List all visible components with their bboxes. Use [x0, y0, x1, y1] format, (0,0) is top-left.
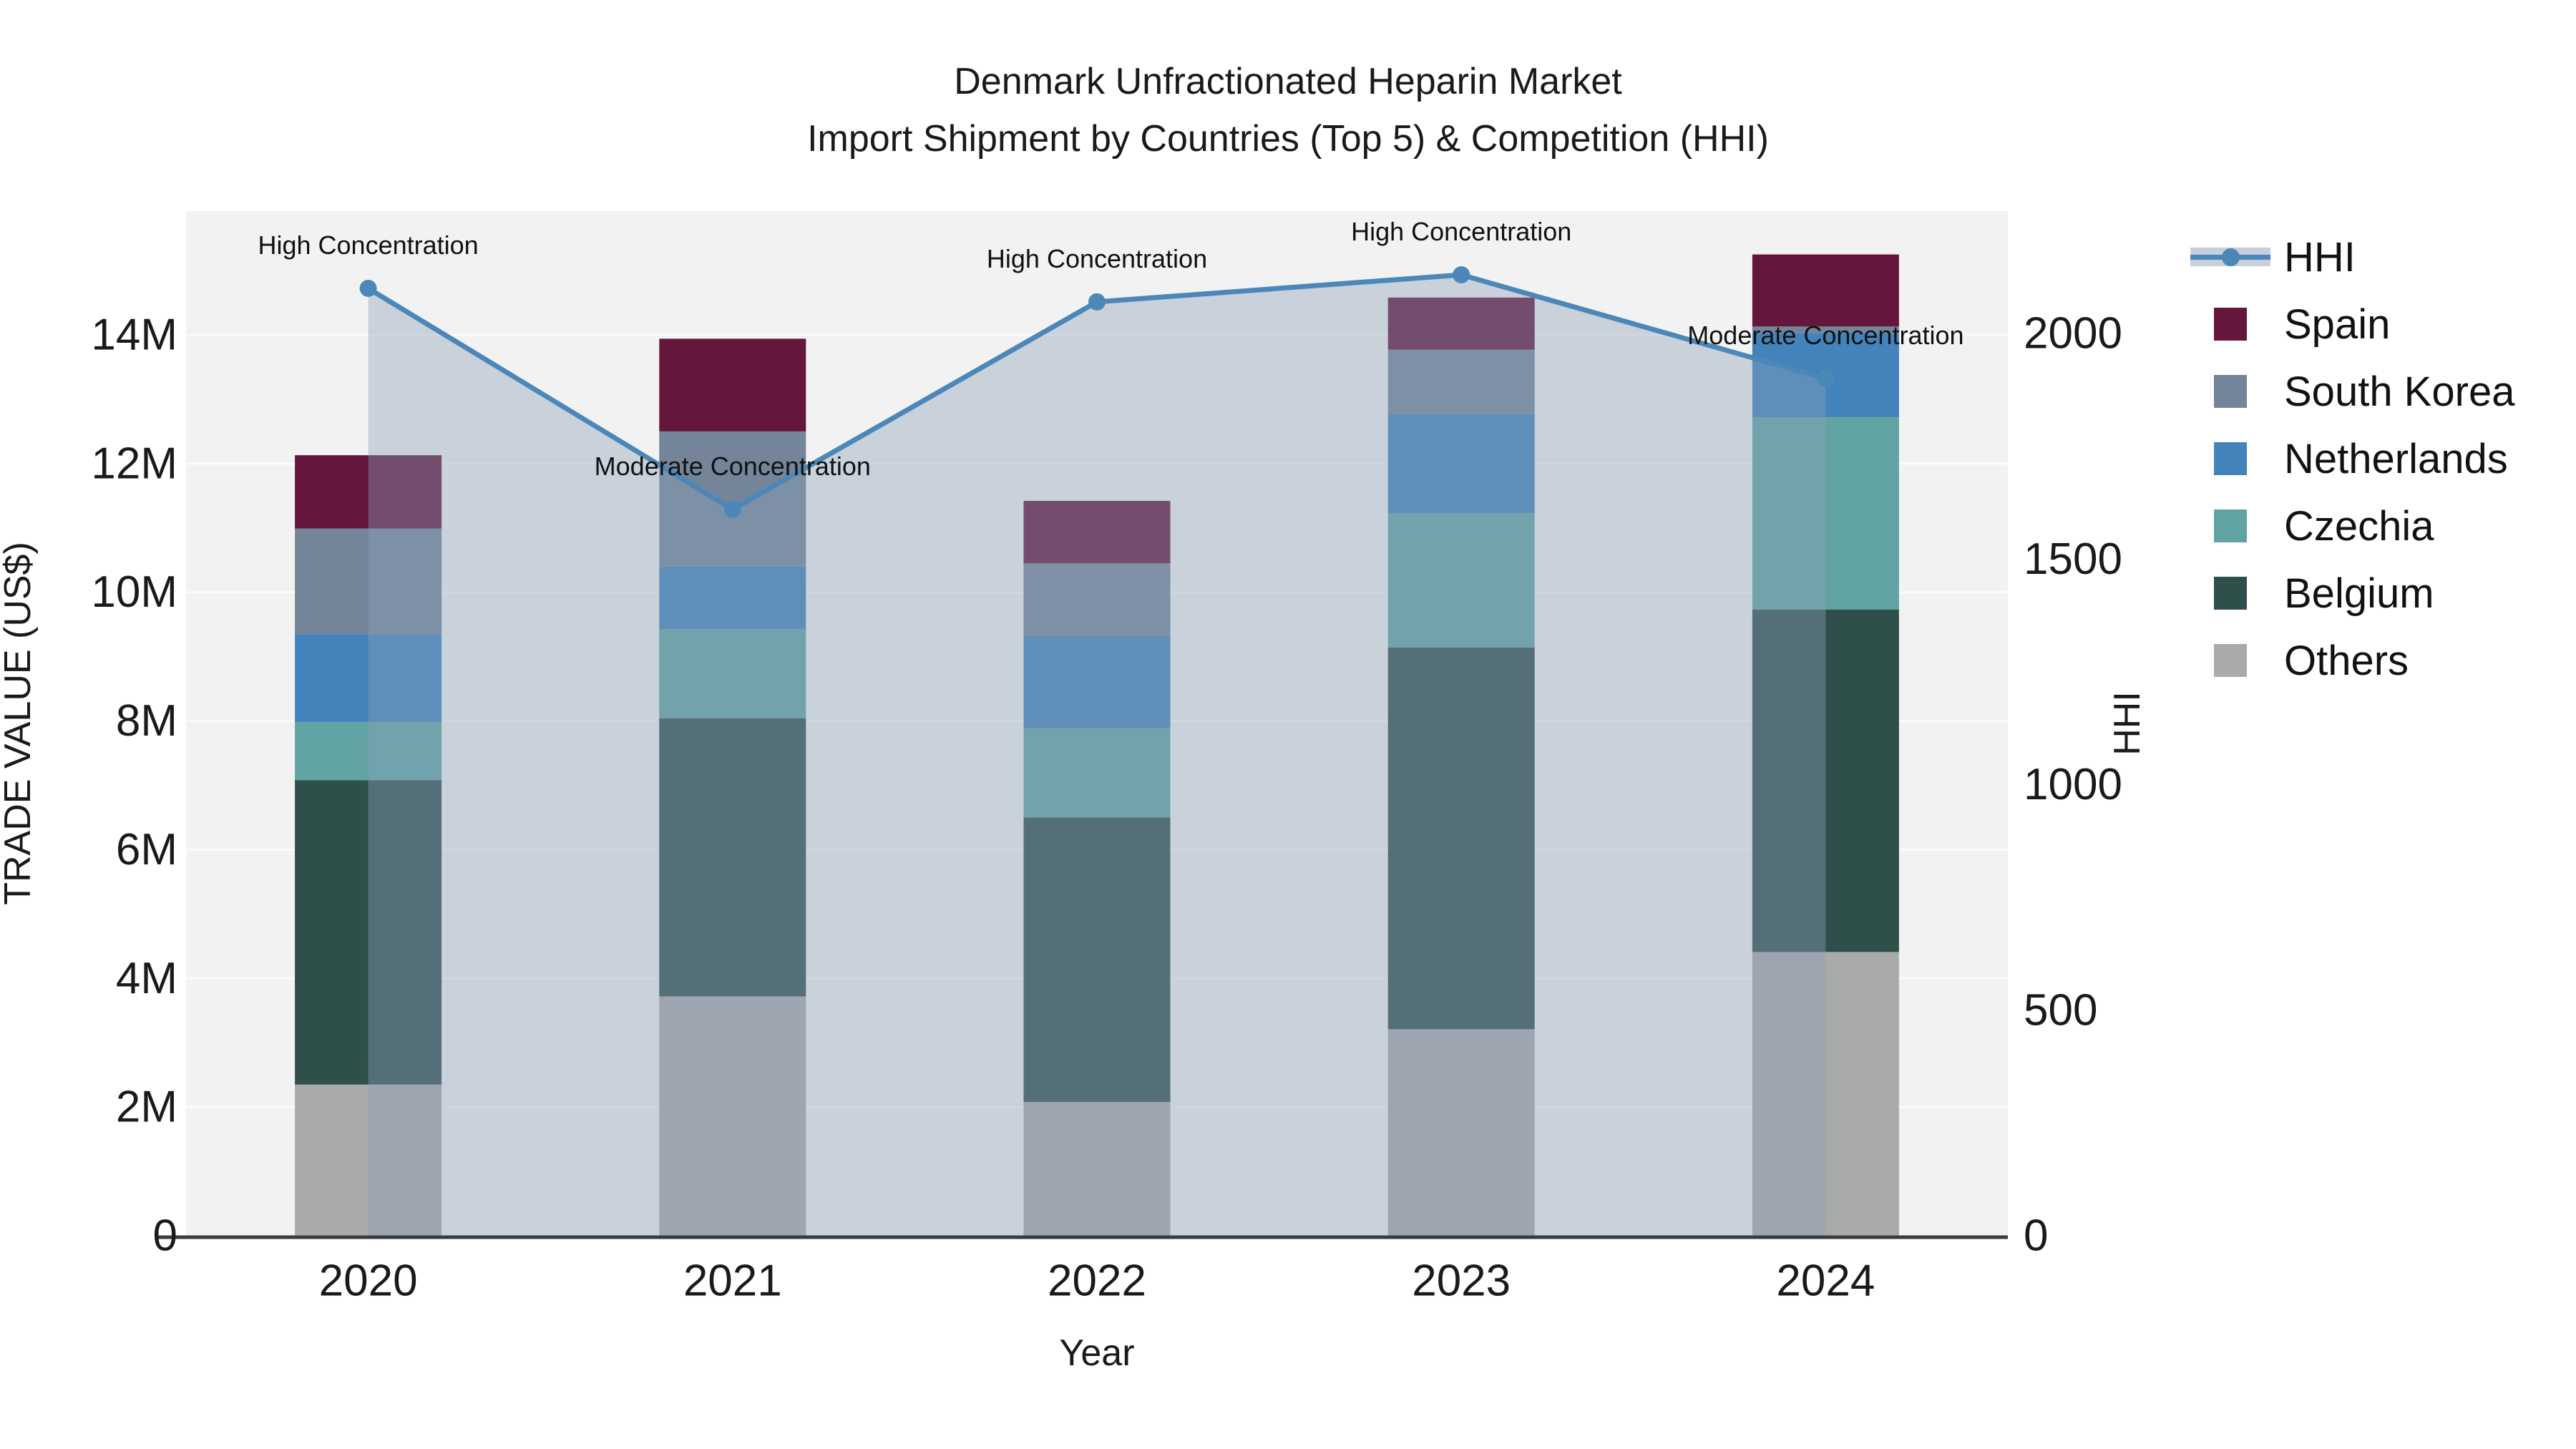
bar-segment-czechia-2021: [659, 628, 806, 718]
bar-segment-czechia-2023: [1387, 513, 1535, 648]
hhi-marker-2024: [1817, 370, 1835, 388]
legend-label: Czechia: [2284, 502, 2434, 550]
legend-item-others[interactable]: Others: [2188, 627, 2514, 694]
legend-label: HHI: [2284, 233, 2356, 280]
legend-swatch-icon: [2188, 375, 2273, 408]
y-left-tick-12M: 12M: [91, 439, 177, 488]
legend-label: South Korea: [2284, 368, 2515, 415]
hhi-marker-2023: [1453, 266, 1470, 284]
legend-label: Spain: [2284, 301, 2391, 348]
legend-label: Netherlands: [2284, 435, 2508, 482]
annotation-2022: High Concentration: [987, 244, 1207, 273]
y-axis-left-ticks: 0 2M 4M 6M 8M 10M 12M 14M: [91, 311, 177, 1261]
bar-segment-belgium-2021: [659, 718, 806, 997]
y-left-tick-0: 0: [153, 1211, 177, 1261]
legend-swatch-icon: [2188, 577, 2273, 610]
annotation-2023: High Concentration: [1351, 217, 1571, 246]
y-left-tick-2M: 2M: [116, 1083, 177, 1132]
bar-segment-spain-2022: [1023, 501, 1171, 564]
annotations: High Concentration Moderate Concentration…: [258, 217, 1964, 481]
bar-segment-belgium-2023: [1387, 648, 1535, 1030]
bar-segment-netherlands-2023: [1387, 414, 1535, 514]
legend-label: Others: [2284, 637, 2409, 684]
x-tick-2023: 2023: [1412, 1257, 1511, 1306]
y-right-tick-2000: 2000: [2024, 309, 2122, 358]
y-right-tick-0: 0: [2024, 1211, 2048, 1261]
hhi-marker-2021: [723, 500, 741, 518]
y-right-tick-500: 500: [2024, 985, 2097, 1035]
bar-segment-czechia-2024: [1752, 417, 1899, 610]
bar-segment-south-korea-2020: [295, 528, 442, 635]
legend-item-hhi[interactable]: HHI: [2188, 223, 2514, 291]
x-axis-title: Year: [1059, 1332, 1134, 1374]
annotation-2020: High Concentration: [258, 230, 479, 260]
y-right-tick-1000: 1000: [2024, 760, 2122, 809]
bar-segment-others-2023: [1387, 1029, 1535, 1236]
bar-segment-spain-2020: [295, 455, 442, 529]
y-left-tick-10M: 10M: [91, 567, 177, 617]
bar-segment-spain-2021: [659, 338, 806, 431]
legend-item-czechia[interactable]: Czechia: [2188, 492, 2514, 560]
x-tick-2020: 2020: [319, 1257, 418, 1306]
bar-segment-others-2024: [1752, 952, 1899, 1236]
bar-segment-south-korea-2024: [1752, 326, 1899, 333]
legend-item-south-korea[interactable]: South Korea: [2188, 358, 2514, 425]
legend-item-belgium[interactable]: Belgium: [2188, 560, 2514, 627]
annotation-2021: Moderate Concentration: [595, 452, 871, 481]
chart-title-line2: Import Shipment by Countries (Top 5) & C…: [807, 118, 1769, 160]
y-axis-right-title: HHI: [2107, 691, 2148, 756]
hhi-marker-2022: [1088, 293, 1106, 311]
legend-swatch-icon: [2188, 644, 2273, 677]
x-tick-2022: 2022: [1048, 1257, 1146, 1306]
legend-swatch-icon: [2188, 509, 2273, 542]
legend-item-netherlands[interactable]: Netherlands: [2188, 425, 2514, 492]
bar-segment-belgium-2022: [1023, 817, 1171, 1102]
bar-segment-others-2022: [1023, 1101, 1171, 1236]
bar-segment-south-korea-2023: [1387, 349, 1535, 414]
legend-label: Belgium: [2284, 570, 2434, 617]
bar-segment-others-2020: [295, 1084, 442, 1236]
annotation-2024: Moderate Concentration: [1687, 321, 1963, 350]
y-axis-left-title: TRADE VALUE (US$): [0, 542, 39, 905]
bar-segment-czechia-2022: [1023, 728, 1171, 818]
bar-segment-netherlands-2021: [659, 566, 806, 629]
bar-segment-netherlands-2020: [295, 634, 442, 723]
hhi-marker-2020: [359, 279, 377, 297]
y-left-tick-4M: 4M: [116, 954, 177, 1003]
bar-segment-netherlands-2022: [1023, 635, 1171, 728]
bar-segment-czechia-2020: [295, 722, 442, 781]
x-axis-ticks: 2020 2021 2022 2023 2024: [319, 1257, 1875, 1306]
bar-segment-south-korea-2021: [659, 431, 806, 567]
legend-item-spain[interactable]: Spain: [2188, 291, 2514, 358]
y-left-tick-8M: 8M: [116, 696, 177, 746]
legend: HHI Spain South Korea Netherlands Czechia Bel…: [2188, 223, 2514, 694]
bar-segment-spain-2024: [1752, 254, 1899, 327]
legend-swatch-icon: [2188, 442, 2273, 475]
x-tick-2024: 2024: [1776, 1257, 1875, 1306]
legend-swatch-icon: [2188, 308, 2273, 341]
bar-segment-others-2021: [659, 996, 806, 1236]
bar-segment-south-korea-2022: [1023, 563, 1171, 636]
chart-title-line1: Denmark Unfractionated Heparin Market: [954, 61, 1622, 102]
bar-segment-belgium-2020: [295, 780, 442, 1085]
y-left-tick-14M: 14M: [91, 311, 177, 360]
hhi-line-marker-icon: [2188, 248, 2273, 266]
y-right-tick-1500: 1500: [2024, 535, 2122, 584]
y-axis-right-ticks: 0 500 1000 1500 2000: [2024, 309, 2122, 1261]
x-tick-2021: 2021: [683, 1257, 782, 1306]
bar-segment-spain-2023: [1387, 297, 1535, 350]
bar-segment-belgium-2024: [1752, 609, 1899, 952]
y-left-tick-6M: 6M: [116, 825, 177, 874]
